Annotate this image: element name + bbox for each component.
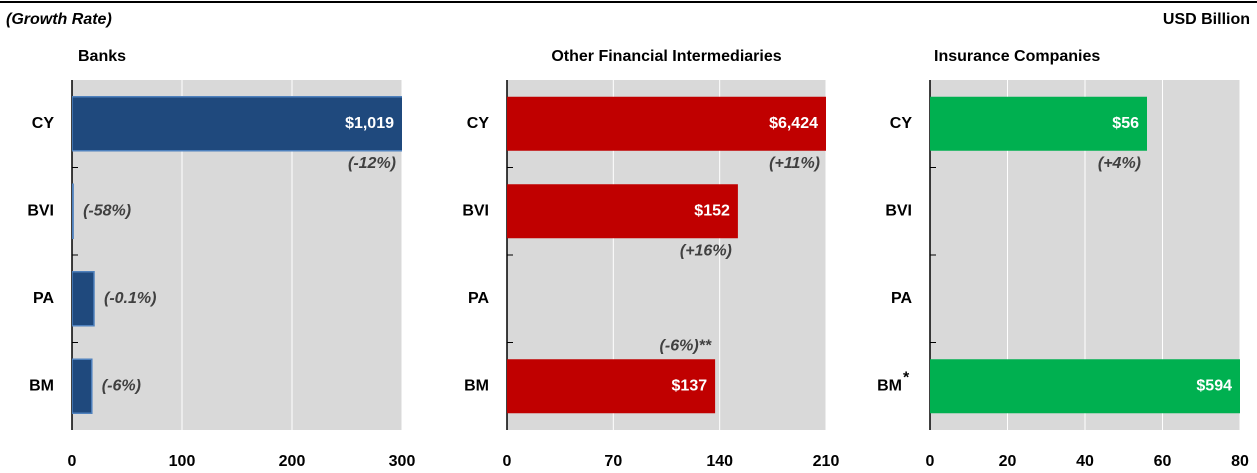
y-tick-label: PA (891, 290, 912, 307)
value-label: $56 (1112, 115, 1139, 132)
bar (72, 96, 402, 152)
x-tick-label: 200 (279, 453, 306, 468)
bar (72, 271, 95, 327)
value-label: $137 (672, 377, 708, 394)
x-tick-label: 100 (169, 453, 196, 468)
bar (72, 358, 93, 414)
header-left: (Growth Rate) (6, 11, 112, 28)
x-tick-label: 60 (1154, 453, 1172, 468)
header-right: USD Billion (1163, 11, 1250, 28)
value-label: $6,424 (769, 115, 818, 132)
value-label: $152 (694, 202, 730, 219)
x-tick-label: 140 (706, 453, 733, 468)
x-tick-label: 80 (1231, 453, 1249, 468)
x-tick-label: 300 (389, 453, 416, 468)
x-tick-label: 70 (604, 453, 622, 468)
x-tick-label: 20 (999, 453, 1017, 468)
y-tick-label: CY (32, 115, 55, 132)
panel-title: Insurance Companies (934, 48, 1100, 65)
growth-label: (+16%) (680, 242, 732, 259)
growth-label: (-12%) (348, 155, 396, 172)
growth-label: (-58%) (83, 202, 131, 219)
value-label: $594 (1196, 377, 1232, 394)
y-tick-label: CY (467, 115, 490, 132)
bar (930, 96, 1147, 151)
growth-label: (-6%)** (660, 337, 712, 354)
bar (507, 359, 716, 414)
growth-label: (+11%) (769, 155, 820, 172)
x-tick-label: 40 (1076, 453, 1094, 468)
growth-label: (+4%) (1098, 155, 1141, 172)
category-mark: * (903, 369, 910, 386)
y-tick-label: BVI (885, 202, 912, 219)
x-tick-label: 210 (813, 453, 840, 468)
panel-title: Banks (78, 48, 126, 65)
bar (930, 359, 1240, 414)
y-tick-label: BM (877, 377, 902, 394)
growth-label: (-0.1%) (104, 290, 156, 307)
bar (507, 184, 738, 239)
x-tick-label: 0 (68, 453, 77, 468)
bar (507, 96, 826, 151)
x-tick-label: 0 (926, 453, 935, 468)
y-tick-label: BM (29, 377, 54, 394)
y-tick-label: BM (464, 377, 489, 394)
x-tick-label: 0 (503, 453, 512, 468)
y-tick-label: PA (33, 290, 54, 307)
y-tick-label: BVI (27, 202, 54, 219)
panel-title: Other Financial Intermediaries (551, 48, 781, 65)
y-tick-label: BVI (462, 202, 489, 219)
bar (72, 183, 74, 239)
y-tick-label: CY (890, 115, 913, 132)
value-label: $1,019 (345, 115, 394, 132)
y-tick-label: PA (468, 290, 489, 307)
growth-label: (-6%) (102, 377, 141, 394)
